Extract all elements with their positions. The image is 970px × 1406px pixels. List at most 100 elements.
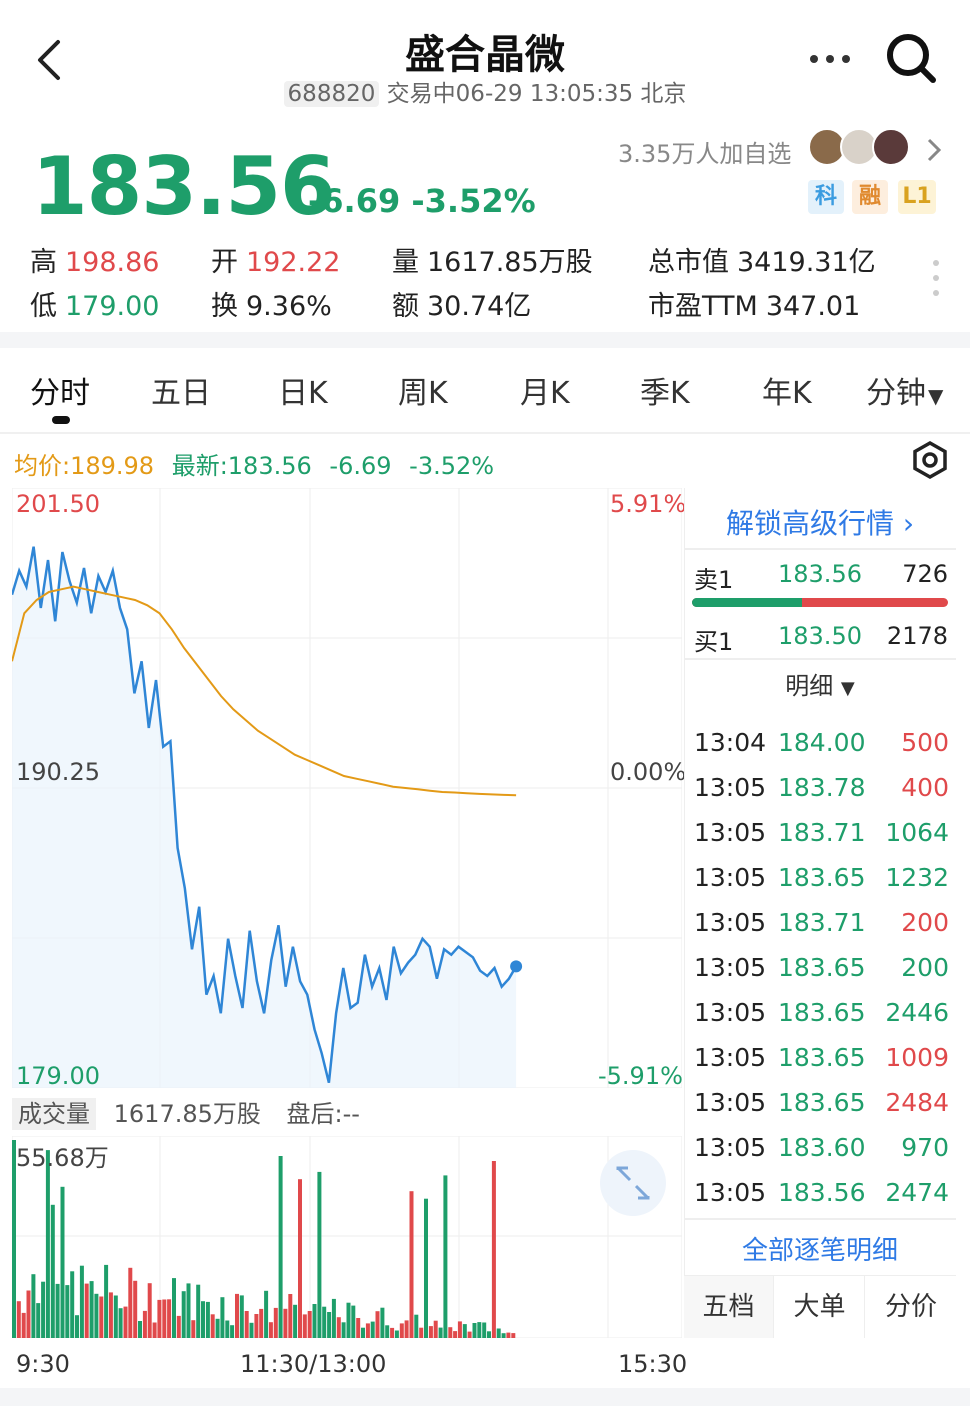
last-price-dot xyxy=(510,960,523,973)
tick-price: 183.71 xyxy=(778,818,866,847)
stat-label: 量 xyxy=(392,247,419,278)
vertical-more-icon[interactable] xyxy=(930,258,942,298)
intraday-price-chart[interactable] xyxy=(12,488,682,1088)
volume-bar xyxy=(457,1321,462,1338)
volume-chart[interactable] xyxy=(12,1136,682,1338)
volume-bar xyxy=(55,1283,60,1338)
tick-time: 13:05 xyxy=(694,818,767,847)
volume-grid xyxy=(12,1136,682,1338)
tab-minute[interactable]: 分钟 ▼ xyxy=(866,368,943,412)
badge-level1: L1 xyxy=(898,180,936,214)
volume-bar xyxy=(293,1304,298,1338)
expand-button[interactable] xyxy=(600,1150,666,1216)
volume-bar xyxy=(307,1311,312,1338)
volume-bar xyxy=(172,1278,176,1338)
avg-price-line xyxy=(12,585,517,797)
chevron-right-icon[interactable] xyxy=(924,136,944,164)
tick-time: 13:05 xyxy=(694,773,767,802)
volume-bar xyxy=(142,1310,147,1338)
unlock-advanced-quotes[interactable]: 解锁高级行情 › xyxy=(684,502,956,542)
volume-bar xyxy=(264,1290,269,1338)
tab-yearly-k[interactable]: 年K xyxy=(762,376,812,411)
volume-bar xyxy=(419,1327,424,1338)
stock-status: 688820 交易中06-29 13:05:35 北京 xyxy=(0,74,970,108)
volume-bar xyxy=(472,1323,477,1338)
tab-price-distribution[interactable]: 分价 xyxy=(884,1292,937,1322)
bid1-label: 买1 xyxy=(694,628,734,656)
tab-intraday[interactable]: 分时 xyxy=(30,376,90,411)
search-icon[interactable] xyxy=(883,30,939,86)
all-ticks-link[interactable]: 全部逐笔明细 xyxy=(741,1236,898,1266)
settings-icon[interactable] xyxy=(910,440,950,480)
tab-five-day[interactable]: 五日 xyxy=(151,376,211,411)
tab-monthly-k[interactable]: 月K xyxy=(520,376,570,411)
volume-bar xyxy=(273,1307,278,1338)
volume-bar xyxy=(12,1140,16,1338)
tab-weekly-k[interactable]: 周K xyxy=(398,376,448,411)
tick-qty: 500 xyxy=(901,728,949,757)
tick-time: 13:05 xyxy=(694,863,767,892)
pct-axis-bottom: -5.91% xyxy=(598,1062,683,1090)
detail-dropdown[interactable]: 明细 ▼ xyxy=(684,666,956,701)
volume-bar xyxy=(138,1321,142,1338)
volume-bar xyxy=(45,1150,50,1338)
change-percent: -3.52% xyxy=(411,182,536,220)
stat-turnover: 换 9.36% xyxy=(211,284,332,323)
volume-bar xyxy=(491,1161,496,1338)
tick-qty: 2474 xyxy=(885,1178,949,1207)
stat-label: 开 xyxy=(211,247,238,278)
volume-bar xyxy=(511,1333,516,1338)
ask1-price: 183.56 xyxy=(778,560,862,588)
volume-bar xyxy=(230,1325,235,1338)
stat-label: 总市值 xyxy=(648,247,729,278)
stat-market-cap: 总市值 3419.31亿 xyxy=(648,240,876,279)
tick-row: 13:05 183.71 1064 xyxy=(694,818,949,863)
tick-qty: 1064 xyxy=(885,818,949,847)
tick-price: 183.65 xyxy=(778,863,866,892)
tick-row: 13:05 183.78 400 xyxy=(694,773,949,818)
time-end: 15:30 xyxy=(618,1350,688,1378)
y-axis-top: 201.50 xyxy=(16,490,100,518)
volume-bar xyxy=(89,1281,94,1338)
volume-header: 成交量 1617.85万股 盘后:-- xyxy=(12,1094,682,1134)
more-icon[interactable] xyxy=(806,44,854,74)
volume-bar xyxy=(186,1283,191,1338)
volume-bar xyxy=(404,1320,409,1338)
volume-bar xyxy=(501,1333,506,1338)
volume-bar xyxy=(336,1317,341,1338)
panel-divider xyxy=(684,548,956,550)
stock-name: 盛合晶微 xyxy=(405,32,565,78)
detail-label: 明细 xyxy=(785,672,834,700)
expand-icon xyxy=(616,1166,650,1200)
watchlist-count[interactable]: 3.35万人加自选 xyxy=(618,140,792,168)
tick-price: 183.71 xyxy=(778,908,866,937)
tick-price: 183.78 xyxy=(778,773,866,802)
tab-daily-k[interactable]: 日K xyxy=(278,376,328,411)
volume-bar xyxy=(254,1314,259,1338)
volume-bar xyxy=(152,1322,157,1338)
stat-high: 高 198.86 xyxy=(30,240,159,279)
volume-bar xyxy=(424,1198,428,1338)
tab-quarterly-k[interactable]: 季K xyxy=(640,376,690,411)
watcher-avatars[interactable] xyxy=(808,128,918,168)
volume-bar xyxy=(157,1299,162,1338)
back-icon[interactable] xyxy=(30,36,70,84)
y-axis-bottom: 179.00 xyxy=(16,1062,100,1090)
volume-bar xyxy=(36,1303,41,1338)
volume-bar xyxy=(312,1304,317,1338)
volume-bar xyxy=(99,1296,104,1338)
tick-price: 183.65 xyxy=(778,998,866,1027)
volume-bar xyxy=(298,1179,302,1338)
active-tab-indicator xyxy=(52,416,70,424)
volume-bar xyxy=(409,1191,414,1338)
tab-five-levels[interactable]: 五档 xyxy=(684,1276,774,1338)
tick-price: 183.65 xyxy=(778,953,866,982)
pct-axis-mid: 0.00% xyxy=(610,758,687,786)
tick-qty: 400 xyxy=(901,773,949,802)
volume-bar xyxy=(128,1267,133,1338)
tab-large-orders[interactable]: 大单 xyxy=(775,1276,865,1338)
tick-qty: 1009 xyxy=(885,1043,949,1072)
volume-bar xyxy=(201,1301,205,1338)
volume-bar xyxy=(341,1322,346,1338)
